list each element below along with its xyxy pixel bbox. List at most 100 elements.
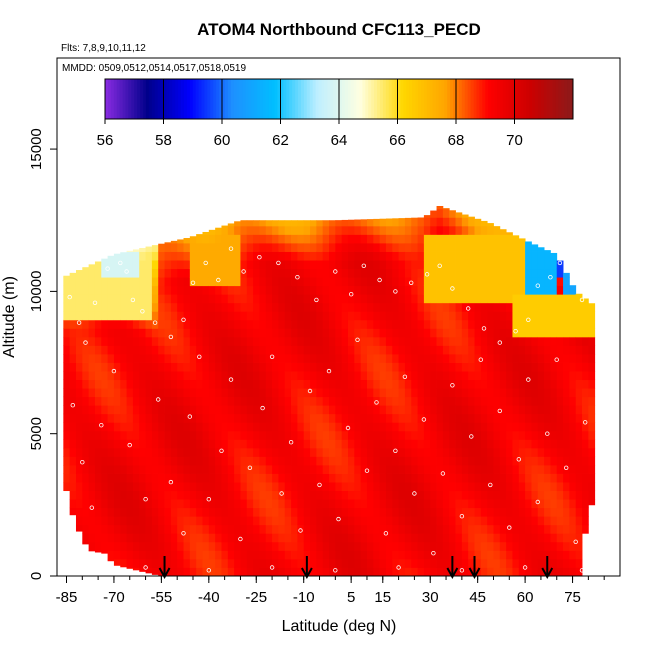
heatmap-cell	[151, 533, 159, 543]
heatmap-cell	[151, 260, 159, 270]
heatmap-cell	[278, 319, 286, 329]
heatmap-cell	[284, 507, 292, 517]
heatmap-cell	[544, 541, 551, 551]
heatmap-cell	[139, 430, 146, 440]
colorbar-ticks: 56 58 60 62 64 66 68 70	[97, 79, 523, 149]
colorbar-segment	[450, 79, 454, 119]
heatmap-cell	[411, 499, 418, 509]
heatmap-cell	[354, 277, 362, 287]
heatmap-cell	[202, 388, 210, 398]
heatmap-cell	[506, 388, 513, 398]
heatmap-cell	[487, 413, 494, 423]
heatmap-cell	[449, 388, 456, 398]
heatmap-cell	[246, 473, 254, 483]
heatmap-cell	[423, 243, 431, 252]
heatmap-cell	[335, 328, 343, 338]
heatmap-cell	[132, 482, 140, 492]
heatmap-cell	[265, 234, 273, 244]
heatmap-cell	[208, 465, 216, 474]
heatmap-cell	[550, 379, 558, 389]
heatmap-cell	[335, 533, 343, 543]
heatmap-cell	[392, 567, 399, 576]
heatmap-cell	[525, 447, 532, 457]
sample-point	[361, 263, 366, 268]
heatmap-cell	[120, 550, 127, 560]
heatmap-cell	[69, 507, 77, 516]
heatmap-cell	[291, 285, 298, 295]
heatmap-cell	[474, 422, 482, 432]
heatmap-cell	[347, 533, 355, 543]
heatmap-cell	[265, 524, 273, 534]
heatmap-cell	[132, 311, 140, 321]
heatmap-cell	[474, 533, 482, 543]
heatmap-cell	[449, 396, 456, 406]
heatmap-cell	[493, 371, 501, 381]
colorbar-segment	[435, 79, 439, 119]
heatmap-cell	[550, 507, 558, 517]
heatmap-cell	[221, 234, 229, 244]
heatmap-cell	[373, 447, 381, 457]
heatmap-cell	[253, 251, 260, 261]
heatmap-cell	[360, 354, 368, 363]
heatmap-cell	[316, 260, 324, 270]
heatmap-cell	[468, 524, 475, 534]
heatmap-cell	[449, 234, 456, 244]
heatmap-cell	[487, 362, 494, 372]
heatmap-cell	[436, 285, 444, 295]
heatmap-cell	[335, 220, 343, 227]
heatmap-cell	[265, 319, 273, 329]
heatmap-cell	[480, 277, 488, 287]
heatmap-cell	[303, 285, 311, 295]
heatmap-cell	[417, 558, 425, 568]
heatmap-cell	[480, 413, 488, 423]
heatmap-cell	[88, 465, 96, 474]
heatmap-cell	[316, 336, 324, 346]
heatmap-cell	[461, 354, 469, 363]
heatmap-cell	[240, 524, 248, 534]
heatmap-cell	[506, 294, 513, 304]
heatmap-cell	[379, 294, 387, 304]
heatmap-cell	[487, 388, 494, 398]
heatmap-cell	[278, 396, 286, 406]
heatmap-cell	[303, 302, 311, 312]
heatmap-cell	[63, 388, 71, 398]
heatmap-cell	[126, 396, 134, 406]
heatmap-cell	[316, 541, 324, 551]
heatmap-cell	[196, 234, 203, 244]
heatmap-cell	[82, 345, 90, 355]
heatmap-cell	[379, 499, 387, 509]
heatmap-cell	[430, 430, 437, 440]
heatmap-cell	[430, 260, 437, 270]
heatmap-cell	[512, 524, 520, 534]
heatmap-cell	[379, 482, 387, 492]
heatmap-cell	[151, 473, 159, 483]
heatmap-cell	[272, 234, 279, 244]
heatmap-cell	[575, 371, 583, 381]
heatmap-cell	[170, 465, 178, 474]
heatmap-cell	[177, 422, 184, 432]
heatmap-cell	[537, 388, 545, 398]
heatmap-cell	[303, 490, 311, 500]
heatmap-cell	[404, 294, 412, 304]
heatmap-cell	[563, 388, 570, 398]
colorbar-segment	[356, 79, 360, 119]
heatmap-cell	[411, 217, 418, 227]
heatmap-cell	[550, 371, 558, 381]
heatmap-cell	[575, 311, 583, 321]
heatmap-cell	[221, 225, 229, 235]
heatmap-cell	[392, 490, 399, 500]
heatmap-cell	[164, 465, 172, 474]
heatmap-cell	[347, 225, 355, 235]
heatmap-cell	[417, 328, 425, 338]
heatmap-cell	[303, 243, 311, 252]
heatmap-cell	[385, 294, 393, 304]
heatmap-cell	[126, 533, 134, 543]
heatmap-cell	[310, 362, 317, 372]
heatmap-cell	[202, 516, 210, 526]
heatmap-cell	[480, 285, 488, 295]
heatmap-cell	[101, 516, 109, 526]
heatmap-cell	[392, 251, 399, 261]
heatmap-cell	[347, 482, 355, 492]
heatmap-cell	[151, 379, 159, 389]
heatmap-cell	[221, 243, 229, 252]
